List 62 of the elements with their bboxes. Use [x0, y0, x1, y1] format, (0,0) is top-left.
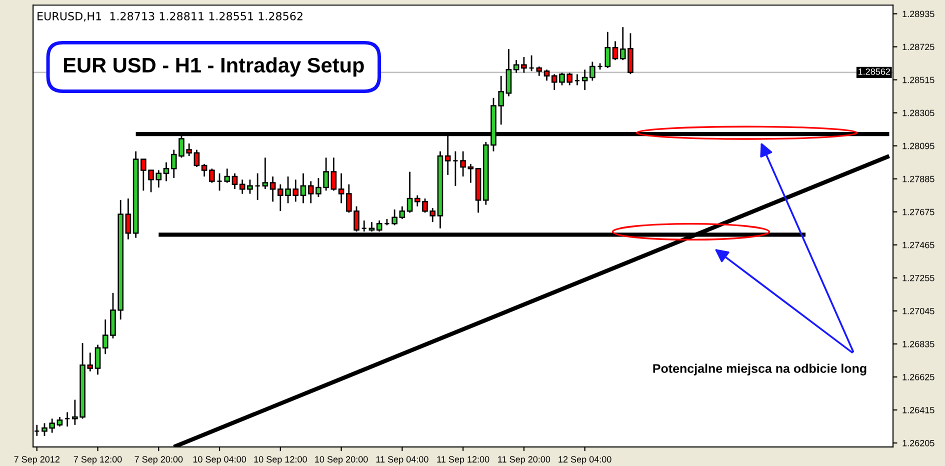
- x-tick-label: 7 Sep 2012: [14, 456, 60, 464]
- x-tick-label: 11 Sep 20:00: [498, 456, 550, 464]
- candlestick: [528, 54, 534, 72]
- x-tick-label: 10 Sep 04:00: [193, 456, 246, 464]
- candlestick: [224, 168, 230, 184]
- candlestick: [574, 74, 580, 86]
- candlestick: [94, 344, 101, 376]
- y-tick-label: 1.27675: [902, 208, 934, 216]
- candlestick: [338, 172, 344, 204]
- candlestick: [194, 149, 200, 168]
- y-tick-label: 1.28095: [902, 142, 934, 150]
- candlestick: [209, 168, 215, 184]
- x-tick-label: 11 Sep 04:00: [376, 456, 428, 464]
- candlestick: [604, 31, 611, 69]
- candlestick: [536, 66, 542, 77]
- candlestick: [544, 68, 550, 82]
- text: EURUSD,H1 1.28713 1.28811 1.28551 1.28562: [38, 12, 302, 22]
- candlestick: [254, 172, 260, 201]
- candlestick: [513, 59, 520, 74]
- candlestick: [330, 156, 337, 192]
- candlestick: [582, 68, 588, 91]
- candlestick: [216, 172, 222, 192]
- annotation: Potencjalne miejsca na odbicie long: [653, 364, 866, 376]
- candlestick: [262, 156, 268, 190]
- candlestick: [506, 48, 512, 98]
- candlestick: [521, 56, 527, 74]
- y-tick-label: 1.26625: [902, 374, 934, 380]
- candlestick: [406, 171, 413, 214]
- y-tick-label: 1.27885: [902, 176, 934, 182]
- x-tick-label: 10 Sep 12:00: [254, 456, 307, 464]
- y-tick-label: 1.28305: [902, 110, 934, 116]
- ref-line-label: 1.28562: [858, 68, 890, 75]
- y-tick-label: 1.28725: [902, 44, 934, 50]
- candlestick: [64, 412, 70, 428]
- candlestick: [468, 163, 474, 184]
- x-tick-label: 11 Sep 12:00: [437, 456, 490, 464]
- candlestick: [56, 416, 63, 428]
- y-tick-label: 1.27045: [902, 308, 934, 314]
- candlestick: [201, 163, 208, 178]
- candlestick: [452, 150, 458, 187]
- candlestick: [612, 40, 618, 61]
- candlestick: [590, 61, 596, 82]
- candlestick: [125, 198, 132, 240]
- y-tick-label: 1.28515: [902, 76, 934, 84]
- candlestick: [460, 150, 466, 178]
- x-tick-label: 7 Sep 20:00: [134, 456, 183, 464]
- x-tick-label: 7 Sep 12:00: [74, 456, 122, 464]
- y-tick-label: 1.26835: [902, 340, 934, 348]
- candlestick: [300, 172, 306, 204]
- x-tick-label: 10 Sep 20:00: [315, 456, 368, 464]
- y-tick-label: 1.27255: [902, 274, 934, 282]
- candlestick: [232, 172, 238, 190]
- x-tick-label: 12 Sep 04:00: [558, 456, 612, 464]
- candlestick: [163, 162, 170, 182]
- candlestick: [399, 206, 406, 220]
- y-tick-label: 1.27465: [902, 242, 934, 248]
- y-tick-label: 1.26415: [902, 406, 934, 414]
- candlestick: [270, 176, 276, 202]
- y-tick-label: 1.28935: [902, 10, 934, 18]
- y-tick-label: 1.26205: [902, 440, 934, 446]
- text: EUR USD - H1 - Intraday Setup: [64, 57, 364, 77]
- candlestick: [392, 208, 398, 226]
